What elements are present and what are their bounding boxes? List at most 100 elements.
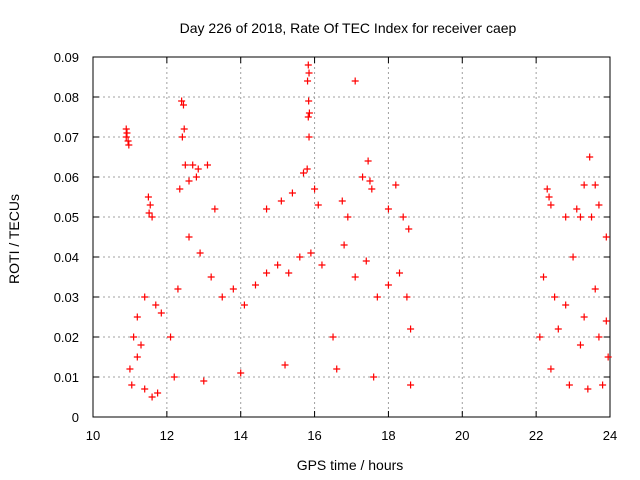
data-point-marker (540, 273, 548, 281)
data-point-marker (384, 281, 392, 289)
data-point-marker (547, 365, 555, 373)
data-point-marker (203, 161, 211, 169)
data-point-marker (185, 177, 193, 185)
data-point-marker (122, 133, 130, 141)
data-point-marker (145, 209, 153, 217)
plot-frame (92, 56, 611, 418)
data-point-marker (126, 365, 134, 373)
data-point-marker (307, 249, 315, 257)
y-tick-label: 0.08 (54, 90, 79, 105)
data-point-marker (366, 177, 374, 185)
data-point-marker (551, 293, 559, 301)
data-point-marker (148, 393, 156, 401)
data-point-marker (591, 285, 599, 293)
data-point-marker (200, 377, 208, 385)
data-point-marker (373, 293, 381, 301)
data-point-marker (333, 365, 341, 373)
data-point-marker (124, 137, 132, 145)
data-point-marker (123, 129, 131, 137)
data-point-marker (141, 293, 149, 301)
data-point-marker (569, 253, 577, 261)
data-point-marker (318, 261, 326, 269)
data-point-marker (547, 201, 555, 209)
data-point-marker (588, 213, 596, 221)
y-tick-label: 0.03 (54, 290, 79, 305)
data-point-marker (368, 185, 376, 193)
data-point-marker (229, 285, 237, 293)
data-point-marker (178, 97, 186, 105)
data-point-marker (329, 333, 337, 341)
data-point-marker (586, 153, 594, 161)
y-tick-label: 0.05 (54, 210, 79, 225)
data-point-marker (407, 381, 415, 389)
data-point-marker (181, 161, 189, 169)
data-point-marker (362, 257, 370, 265)
data-point-marker (370, 373, 378, 381)
x-tick-label: 10 (86, 428, 100, 443)
data-point-marker (296, 253, 304, 261)
data-point-marker (565, 381, 573, 389)
data-point-marker (573, 205, 581, 213)
data-point-marker (285, 269, 293, 277)
y-axis-label: ROTI / TECUs (6, 194, 22, 284)
data-point-marker (144, 193, 152, 201)
data-point-marker (185, 233, 193, 241)
data-point-marker (602, 233, 610, 241)
data-point-marker (554, 325, 562, 333)
y-tick-label: 0.01 (54, 370, 79, 385)
data-point-marker (543, 185, 551, 193)
data-point-marker (263, 205, 271, 213)
data-point-marker (305, 133, 313, 141)
data-point-marker (125, 141, 133, 149)
data-point-marker (240, 301, 248, 309)
data-point-marker (303, 165, 311, 173)
data-point-marker (263, 269, 271, 277)
data-point-marker (189, 161, 197, 169)
data-point-marker (536, 333, 544, 341)
data-point-marker (130, 333, 138, 341)
data-point-marker (167, 333, 175, 341)
data-point-marker (340, 241, 348, 249)
data-point-marker (281, 361, 289, 369)
data-point-marker (580, 313, 588, 321)
y-tick-label: 0.07 (54, 130, 79, 145)
data-point-marker (304, 61, 312, 69)
x-tick-label: 24 (603, 428, 617, 443)
x-tick-label: 16 (307, 428, 321, 443)
data-point-marker (602, 317, 610, 325)
data-point-marker (338, 197, 346, 205)
x-axis-label: GPS time / hours (297, 457, 404, 473)
data-point-marker (211, 205, 219, 213)
data-point-marker (407, 325, 415, 333)
data-point-marker (580, 181, 588, 189)
data-point-marker (359, 173, 367, 181)
data-point-marker (314, 201, 322, 209)
data-point-marker (154, 389, 162, 397)
x-tick-label: 20 (455, 428, 469, 443)
data-point-marker (194, 165, 202, 173)
data-point-marker (545, 193, 553, 201)
data-point-marker (146, 201, 154, 209)
data-point-marker (237, 369, 245, 377)
data-point-marker (595, 201, 603, 209)
data-point-marker (351, 273, 359, 281)
data-point-marker (152, 301, 160, 309)
data-point-marker (133, 313, 141, 321)
data-point-marker (591, 181, 599, 189)
data-point-marker (251, 281, 259, 289)
data-point-marker (179, 101, 187, 109)
data-point-marker (305, 109, 313, 117)
data-point-marker (604, 353, 612, 361)
data-point-marker (304, 77, 312, 85)
data-point-marker (405, 225, 413, 233)
data-point-marker (562, 213, 570, 221)
data-point-marker (576, 341, 584, 349)
data-point-marker (311, 185, 319, 193)
data-point-marker (178, 133, 186, 141)
data-point-marker (304, 113, 312, 121)
data-point-marker (403, 293, 411, 301)
data-point-marker (148, 213, 156, 221)
data-point-marker (299, 169, 307, 177)
data-point-marker (384, 205, 392, 213)
